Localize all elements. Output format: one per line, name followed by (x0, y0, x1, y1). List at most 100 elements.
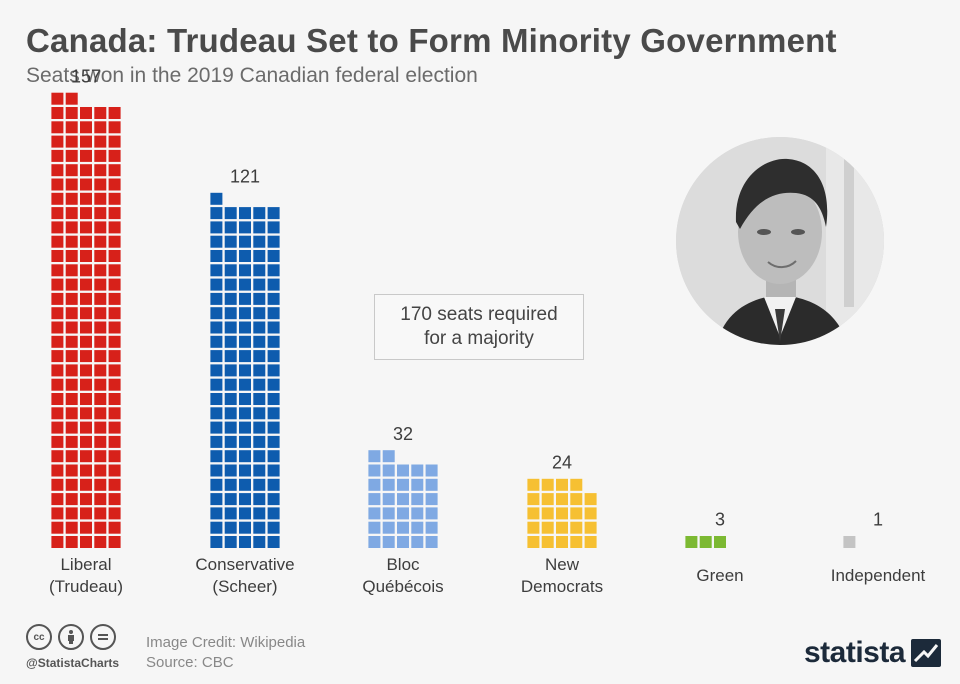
seat-square (570, 521, 583, 534)
seat-square (94, 350, 107, 363)
seat-square (570, 507, 583, 520)
seat-square (65, 435, 78, 448)
statista-logo-text: statista (804, 636, 906, 669)
seat-square (51, 278, 64, 291)
seat-square (382, 450, 395, 463)
seat-square (210, 207, 223, 220)
seat-square (65, 421, 78, 434)
seat-square (425, 464, 438, 477)
seat-square (239, 350, 251, 363)
seat-square (425, 507, 438, 520)
seat-square (267, 350, 280, 363)
seat-square (51, 350, 64, 363)
seat-square (224, 464, 237, 477)
seat-square (80, 350, 92, 363)
seat-square (210, 364, 223, 377)
seat-square (267, 278, 280, 291)
seat-square (51, 121, 64, 134)
seat-square (108, 235, 121, 248)
seat-square (267, 378, 280, 391)
seat-square (541, 521, 554, 534)
seat-square (224, 536, 237, 548)
seat-square (239, 478, 251, 491)
seat-square (382, 536, 395, 548)
seat-square (108, 149, 121, 162)
seat-square (51, 207, 64, 220)
seat-square (80, 478, 92, 491)
seat-square (253, 493, 266, 506)
seat-square (80, 135, 92, 148)
seat-square (267, 307, 280, 320)
seat-square (267, 493, 280, 506)
seat-square (397, 536, 409, 548)
seat-square (253, 278, 266, 291)
seat-square (224, 450, 237, 463)
seat-square (527, 507, 540, 520)
seat-square (239, 450, 251, 463)
value-label-bloc: 32 (393, 424, 413, 444)
seat-square (94, 493, 107, 506)
seat-square (108, 393, 121, 405)
seat-square (51, 321, 64, 334)
seat-square (51, 421, 64, 434)
seat-square (368, 521, 381, 534)
seat-square (94, 435, 107, 448)
category-label-bloc: Bloc (386, 555, 420, 574)
category-label-ndp: New (545, 555, 580, 574)
seat-square (51, 393, 64, 405)
seat-square (239, 407, 251, 420)
seat-square (267, 450, 280, 463)
seat-square (65, 521, 78, 534)
seat-square (556, 521, 568, 534)
seat-square (210, 464, 223, 477)
seat-square (108, 135, 121, 148)
chart-subtitle: Seats won in the 2019 Canadian federal e… (26, 64, 478, 87)
seat-square (108, 164, 121, 177)
seat-square (108, 178, 121, 191)
seat-square (65, 335, 78, 348)
seat-square (253, 292, 266, 305)
seat-square (224, 335, 237, 348)
seat-square (51, 450, 64, 463)
category-label-green: Green (696, 566, 743, 585)
seat-square (253, 378, 266, 391)
seat-square (65, 221, 78, 234)
seat-square (65, 107, 78, 119)
seat-square (80, 536, 92, 548)
seat-square (94, 135, 107, 148)
seat-square (108, 435, 121, 448)
seat-square (51, 149, 64, 162)
seat-square (556, 536, 568, 548)
seat-square (253, 307, 266, 320)
seat-square (51, 536, 64, 548)
trudeau-portrait (676, 137, 884, 345)
bar-independent (843, 536, 856, 548)
seat-square (368, 536, 381, 548)
seat-square (253, 407, 266, 420)
seat-square (94, 164, 107, 177)
seat-square (382, 521, 395, 534)
seat-square (253, 350, 266, 363)
seat-square (239, 250, 251, 262)
seat-square (239, 493, 251, 506)
seat-square (80, 221, 92, 234)
callout-line-2: for a majority (424, 328, 534, 349)
seat-square (239, 321, 251, 334)
seat-square (541, 478, 554, 491)
statista-handle: @StatistaCharts (26, 656, 120, 670)
seat-square (65, 292, 78, 305)
category-label-conservative: Conservative (195, 555, 294, 574)
seat-square (65, 507, 78, 520)
seat-square (685, 536, 698, 548)
seat-square (239, 364, 251, 377)
by-icon (58, 624, 84, 650)
seat-square (80, 121, 92, 134)
seat-square (210, 235, 223, 248)
seat-square (210, 278, 223, 291)
seat-square (210, 292, 223, 305)
seat-square (267, 478, 280, 491)
seat-square (51, 135, 64, 148)
seat-square (224, 507, 237, 520)
seat-square (253, 536, 266, 548)
statista-logo[interactable]: statista (804, 636, 942, 670)
